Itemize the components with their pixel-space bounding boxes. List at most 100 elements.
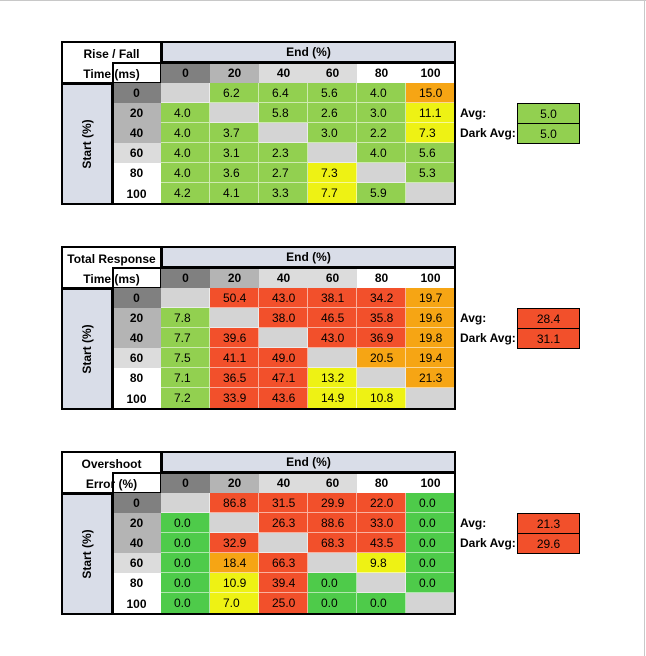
data-cell: 7.3: [406, 123, 455, 143]
data-cell: 4.0: [357, 83, 406, 103]
row-axis-label: Start (%): [80, 324, 94, 374]
data-cell: 46.5: [308, 308, 357, 328]
column-header-40: 40: [259, 472, 308, 493]
data-cell: 3.0: [308, 123, 357, 143]
data-cell: [406, 183, 455, 204]
table-title-line2: Error (%): [85, 477, 138, 491]
row-header-0: 0: [112, 83, 161, 103]
data-cell: 43.0: [259, 288, 308, 308]
data-cell: 3.0: [357, 103, 406, 123]
sheet-right-border: [644, 0, 645, 656]
data-cell: 0.0: [161, 533, 210, 553]
data-cell: 47.1: [259, 368, 308, 388]
table-title-line1: Rise / Fall: [83, 47, 140, 61]
data-cell: [210, 103, 259, 123]
table-title: Total Response Time (ms): [61, 246, 162, 289]
column-axis-label: End (%): [161, 246, 456, 268]
data-cell: 18.4: [210, 553, 259, 573]
data-cell: [210, 308, 259, 328]
summary-label: Avg:: [460, 516, 487, 530]
data-cell: 5.3: [406, 163, 455, 183]
row-header-40: 40: [112, 123, 161, 143]
table-title-line2: Time (ms): [83, 272, 140, 286]
data-cell: 5.6: [406, 143, 455, 163]
data-cell: 7.3: [308, 163, 357, 183]
summary-label: Dark Avg:: [460, 536, 516, 550]
data-cell: 7.5: [161, 348, 210, 368]
data-cell: 9.8: [357, 553, 406, 573]
data-cell: 6.4: [259, 83, 308, 103]
data-cell: 10.8: [357, 388, 406, 409]
column-header-60: 60: [308, 472, 357, 493]
column-header-80: 80: [357, 472, 406, 493]
data-cell: 36.9: [357, 328, 406, 348]
column-axis-label: End (%): [161, 451, 456, 473]
summary-label: Dark Avg:: [460, 126, 516, 140]
data-cell: 50.4: [210, 288, 259, 308]
data-cell: 39.4: [259, 573, 308, 593]
data-cell: 21.3: [406, 368, 455, 388]
data-cell: 7.1: [161, 368, 210, 388]
data-cell: [161, 83, 210, 103]
data-cell: 20.5: [357, 348, 406, 368]
data-cell: 19.7: [406, 288, 455, 308]
column-header-20: 20: [210, 267, 259, 288]
overshoot-error-table: Overshoot Error (%) End (%) 0 20 40 60 80 100 Sta…: [0, 451, 646, 621]
data-cell: 7.7: [308, 183, 357, 204]
summary-value: 5.0: [517, 123, 580, 144]
data-cell: 43.6: [259, 388, 308, 409]
data-cell: 2.3: [259, 143, 308, 163]
column-header-0: 0: [161, 62, 210, 83]
column-header-80: 80: [357, 267, 406, 288]
column-header-100: 100: [406, 267, 455, 288]
data-cell: 0.0: [406, 493, 455, 513]
data-cell: 4.1: [210, 183, 259, 204]
data-cell: 38.0: [259, 308, 308, 328]
row-header-40: 40: [112, 328, 161, 348]
row-axis-label-box: Start (%): [61, 493, 113, 615]
summary-label: Avg:: [460, 311, 487, 325]
row-header-100: 100: [112, 388, 161, 409]
data-cell: 5.9: [357, 183, 406, 204]
data-cell: 3.6: [210, 163, 259, 183]
data-cell: 4.0: [161, 123, 210, 143]
data-cell: [161, 288, 210, 308]
data-cell: 0.0: [161, 573, 210, 593]
data-cell: [357, 573, 406, 593]
summary-value: 29.6: [517, 533, 580, 554]
data-cell: 0.0: [406, 533, 455, 553]
summary-value: 31.1: [517, 328, 580, 349]
data-cell: 4.0: [161, 143, 210, 163]
row-axis-label: Start (%): [80, 529, 94, 579]
summary-value: 5.0: [517, 103, 580, 124]
table-title-line2: Time (ms): [83, 67, 140, 81]
row-header-100: 100: [112, 183, 161, 204]
data-cell: 29.9: [308, 493, 357, 513]
column-header-60: 60: [308, 267, 357, 288]
data-cell: 7.8: [161, 308, 210, 328]
data-cell: 0.0: [308, 593, 357, 614]
table-title: Rise / Fall Time (ms): [61, 41, 162, 84]
row-header-80: 80: [112, 573, 161, 593]
row-header-80: 80: [112, 368, 161, 388]
data-cell: 0.0: [406, 513, 455, 533]
column-header-100: 100: [406, 472, 455, 493]
row-header-100: 100: [112, 593, 161, 614]
data-cell: 7.0: [210, 593, 259, 614]
data-cell: [406, 388, 455, 409]
data-cell: 2.7: [259, 163, 308, 183]
data-cell: [259, 533, 308, 553]
data-cell: 13.2: [308, 368, 357, 388]
table-title-line1: Overshoot: [81, 457, 142, 471]
row-header-20: 20: [112, 308, 161, 328]
data-cell: 0.0: [406, 573, 455, 593]
data-cell: 31.5: [259, 493, 308, 513]
data-cell: 4.0: [161, 163, 210, 183]
data-cell: 68.3: [308, 533, 357, 553]
data-cell: 34.2: [357, 288, 406, 308]
column-axis-label: End (%): [161, 41, 456, 63]
data-cell: 4.2: [161, 183, 210, 204]
data-cell: 11.1: [406, 103, 455, 123]
data-cell: 3.7: [210, 123, 259, 143]
data-cell: 7.7: [161, 328, 210, 348]
